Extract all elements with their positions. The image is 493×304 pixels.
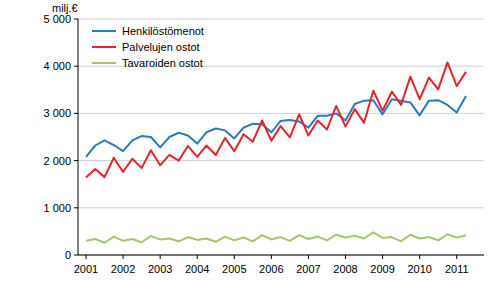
legend-swatch xyxy=(92,30,116,32)
grid-line xyxy=(78,160,484,161)
grid-line xyxy=(78,255,484,256)
x-tick-label: 2010 xyxy=(407,263,431,275)
legend-label: Tavaroiden ostot xyxy=(122,57,203,69)
x-tick xyxy=(308,255,309,259)
x-tick-label: 2008 xyxy=(333,263,357,275)
x-tick-label: 2003 xyxy=(148,263,172,275)
x-tick xyxy=(271,255,272,259)
y-axis xyxy=(78,19,79,255)
x-tick-label: 2002 xyxy=(111,263,135,275)
y-tick-label: 4 000 xyxy=(43,60,71,72)
x-tick-label: 2007 xyxy=(296,263,320,275)
legend-swatch xyxy=(92,62,116,64)
y-tick xyxy=(74,207,78,208)
x-axis xyxy=(78,255,484,256)
x-tick-label: 2004 xyxy=(185,263,209,275)
x-tick-label: 2009 xyxy=(370,263,394,275)
y-tick xyxy=(74,160,78,161)
y-tick-label: 2 000 xyxy=(43,155,71,167)
y-tick xyxy=(74,19,78,20)
series-line xyxy=(86,62,466,177)
grid-line xyxy=(78,113,484,114)
grid-line xyxy=(78,207,484,208)
x-tick-label: 2006 xyxy=(259,263,283,275)
y-tick xyxy=(74,113,78,114)
y-tick-label: 0 xyxy=(65,249,71,261)
x-tick xyxy=(345,255,346,259)
legend-label: Henkilöstömenot xyxy=(122,25,204,37)
x-tick xyxy=(234,255,235,259)
y-tick-label: 3 000 xyxy=(43,107,71,119)
series-line xyxy=(86,96,466,157)
chart: 0 1 000 2 000 3 000 4 000 5 000milj.€ 2001 2002… xyxy=(0,0,493,304)
x-tick xyxy=(197,255,198,259)
plot-area xyxy=(86,62,466,242)
x-tick xyxy=(382,255,383,259)
x-tick xyxy=(86,255,87,259)
legend-label: Palvelujen ostot xyxy=(122,41,200,53)
series-line xyxy=(86,232,466,242)
x-tick xyxy=(419,255,420,259)
x-tick-label: 2011 xyxy=(445,263,469,275)
x-tick xyxy=(160,255,161,259)
grid-line xyxy=(78,19,484,20)
y-tick xyxy=(74,255,78,256)
legend: Henkilöstömenot Palvelujen ostot Tavaroide… xyxy=(92,25,204,69)
x-tick-label: 2001 xyxy=(74,263,98,275)
y-tick xyxy=(74,66,78,67)
y-tick-label: 1 000 xyxy=(43,202,71,214)
x-tick xyxy=(456,255,457,259)
x-tick xyxy=(123,255,124,259)
legend-swatch xyxy=(92,46,116,48)
y-tick-label: 5 000 xyxy=(43,13,71,25)
y-axis-label: milj.€ xyxy=(52,2,78,14)
x-tick-label: 2005 xyxy=(222,263,246,275)
